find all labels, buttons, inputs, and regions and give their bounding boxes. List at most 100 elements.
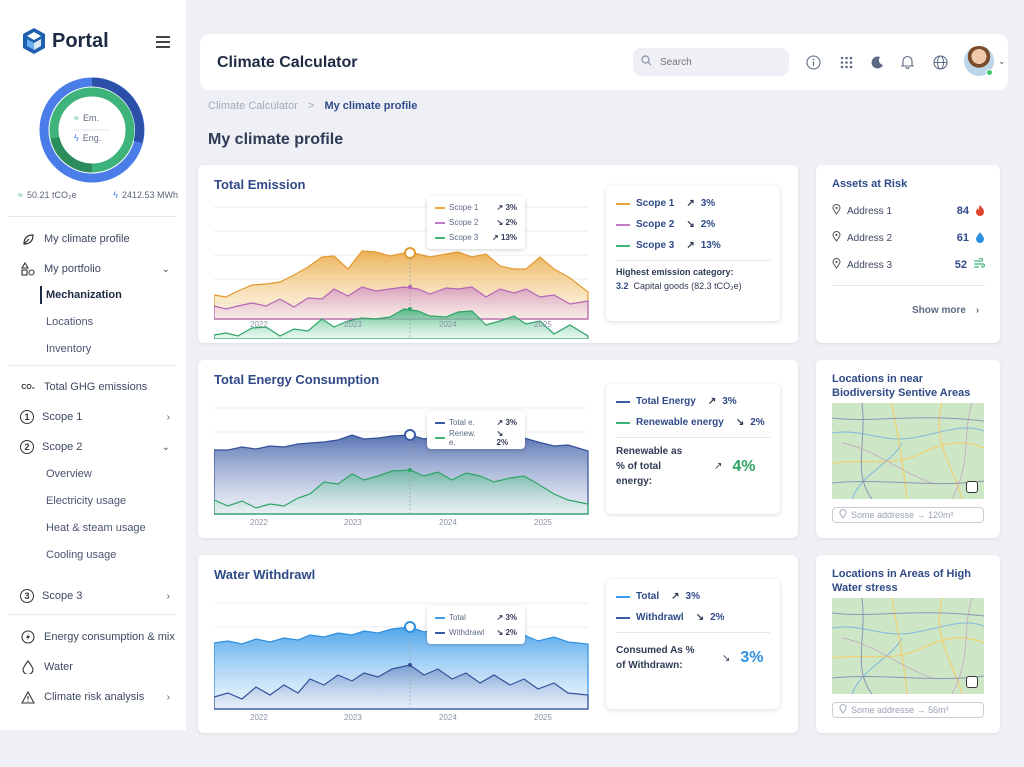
nav-sub-cooling[interactable]: Cooling usage: [46, 549, 117, 561]
address-pill[interactable]: Some addresse → 56m³: [832, 702, 984, 718]
nav-water[interactable]: Water: [20, 658, 176, 676]
location-pin-icon: [832, 258, 841, 272]
number-two-icon: 2: [20, 440, 34, 454]
emission-chart-tooltip: Scope 1 ↗ 3% Scope 2 ↘ 2% Scope 3 ↗ 13%: [427, 196, 525, 249]
legend-value: 13%: [700, 240, 721, 251]
fullscreen-icon[interactable]: [966, 676, 978, 688]
chevron-down-icon[interactable]: ⌄: [998, 56, 1006, 66]
asset-row[interactable]: Address 2 61: [832, 230, 985, 246]
asset-row[interactable]: Address 3 52: [832, 257, 986, 273]
assets-card: Assets at Risk Address 1 84 Address 2 61…: [816, 165, 1000, 343]
search-box[interactable]: [633, 48, 789, 76]
nav-energy-consumption[interactable]: Energy consumption & mix: [20, 628, 186, 646]
breadcrumb-separator: >: [307, 100, 315, 112]
donut-eng-text: Eng.: [82, 133, 102, 143]
year-label: 2023: [344, 713, 362, 722]
year-label: 2023: [344, 518, 362, 527]
breadcrumb-root[interactable]: Climate Calculator: [208, 100, 298, 112]
bell-icon[interactable]: [898, 53, 916, 71]
shapes-icon: [20, 261, 36, 277]
nav-sub-inventory[interactable]: Inventory: [46, 343, 92, 355]
info-icon[interactable]: [804, 53, 822, 71]
highest-emission-detail: 3.2 Capital goods (82.3 tCO₂e): [616, 281, 770, 291]
nav-scope-2[interactable]: 2 Scope 2 ⌄: [20, 438, 176, 456]
top-bar: Climate Calculator ⌄: [200, 34, 1008, 90]
nav-my-climate-profile[interactable]: My climate profile: [20, 230, 176, 248]
apps-grid-icon[interactable]: [837, 53, 855, 71]
logo-icon: [23, 28, 45, 54]
tooltip-row: Scope 2 ↘ 2%: [435, 215, 517, 230]
nav-sub-heat-steam[interactable]: Heat & steam usage: [46, 522, 146, 534]
emission-icon: ≈: [74, 113, 79, 123]
biodiversity-map[interactable]: [832, 403, 984, 499]
trend-down-icon: ↘: [496, 628, 504, 637]
tooltip-label: Renew. e.: [448, 428, 476, 447]
ratio-label-line: % of total: [616, 461, 661, 472]
consumed-ratio: Consumed As % of Withdrawn: ↘ 3%: [616, 643, 770, 673]
ratio-label-line: Consumed As %: [616, 645, 695, 656]
fullscreen-icon[interactable]: [966, 481, 978, 493]
series-swatch: [616, 595, 630, 598]
tooltip-row: Total ↗ 3%: [435, 610, 517, 625]
asset-value: 52: [954, 259, 967, 271]
water-stress-map[interactable]: [832, 598, 984, 694]
energy-chart-tooltip: Total e. ↗ 3% Renew. e. ↘ 2%: [427, 411, 525, 449]
nav-sub-locations[interactable]: Locations: [46, 316, 94, 328]
address-pill[interactable]: Some addresse → 120m²: [832, 507, 984, 523]
biodiversity-title: Locations in near Biodiversity Sentive A…: [832, 373, 971, 399]
nav-sub-overview[interactable]: Overview: [46, 468, 92, 480]
chevron-right-icon: ›: [166, 590, 170, 602]
nav-my-portfolio[interactable]: My portfolio ⌄: [20, 260, 176, 278]
legend-row: Withdrawl ↘ 2%: [616, 607, 770, 628]
search-input[interactable]: [660, 56, 770, 68]
trend-up-icon: ↗: [496, 613, 504, 622]
ratio-label-line: Renewable as: [616, 446, 683, 457]
water-drop-icon: [975, 231, 985, 246]
breadcrumb: Climate Calculator > My climate profile: [208, 100, 417, 112]
series-swatch: [616, 421, 630, 424]
asset-row[interactable]: Address 1 84: [832, 203, 985, 219]
assets-title: Assets at Risk: [832, 178, 908, 190]
legend-row: Scope 1 ↗ 3%: [616, 193, 770, 214]
menu-toggle-icon[interactable]: [156, 36, 170, 48]
trend-up-icon: ↗: [492, 233, 499, 242]
divider: [616, 632, 770, 633]
fire-icon: [975, 204, 985, 219]
legend-label: Withdrawl: [636, 612, 684, 623]
online-status-dot: [986, 69, 993, 76]
moon-icon[interactable]: [868, 53, 886, 71]
chevron-right-icon: ›: [975, 305, 980, 316]
tooltip-value: 3%: [505, 613, 517, 622]
show-more-link[interactable]: Show more ›: [912, 305, 979, 316]
legend-label: Total: [636, 591, 660, 602]
nav-climate-risk[interactable]: Climate risk analysis ›: [20, 688, 176, 706]
location-pin-icon: [839, 704, 847, 716]
emission-chart: 2022 2023 2024 2025: [214, 206, 589, 339]
search-icon: [641, 55, 652, 69]
nav-scope-1[interactable]: 1 Scope 1 ›: [20, 408, 176, 426]
water-stress-title: Locations in Areas of High Water stress: [832, 568, 971, 594]
tooltip-row: Total e. ↗ 3%: [435, 415, 517, 430]
legend-row: Scope 3 ↗ 13%: [616, 235, 770, 256]
globe-icon[interactable]: [931, 53, 949, 71]
trend-up-icon: ↗: [686, 198, 695, 209]
highest-emission-label: Highest emission category:: [616, 267, 734, 277]
nav-sub-electricity[interactable]: Electricity usage: [46, 495, 127, 507]
series-swatch: [435, 236, 445, 239]
nav-scope-3[interactable]: 3 Scope 3 ›: [20, 587, 176, 605]
trend-down-icon: ↘: [722, 652, 731, 664]
logo[interactable]: Portal: [22, 27, 109, 55]
logo-text: Portal: [52, 29, 109, 52]
series-swatch: [616, 202, 630, 205]
co2-icon: CO₂: [21, 383, 35, 391]
legend-value: 3%: [700, 198, 716, 209]
trend-up-icon: ↗: [714, 461, 723, 472]
renewable-ratio-value: 4%: [732, 457, 756, 475]
nav-label: Climate risk analysis: [44, 691, 145, 703]
tooltip-row: Scope 3 ↗ 13%: [435, 230, 517, 245]
warning-icon: [20, 689, 36, 705]
nav-sub-mechanization[interactable]: Mechanization: [46, 289, 122, 301]
year-label: 2024: [439, 518, 457, 527]
nav-label: My portfolio: [44, 263, 101, 275]
nav-total-ghg[interactable]: CO₂ Total GHG emissions: [20, 378, 176, 396]
